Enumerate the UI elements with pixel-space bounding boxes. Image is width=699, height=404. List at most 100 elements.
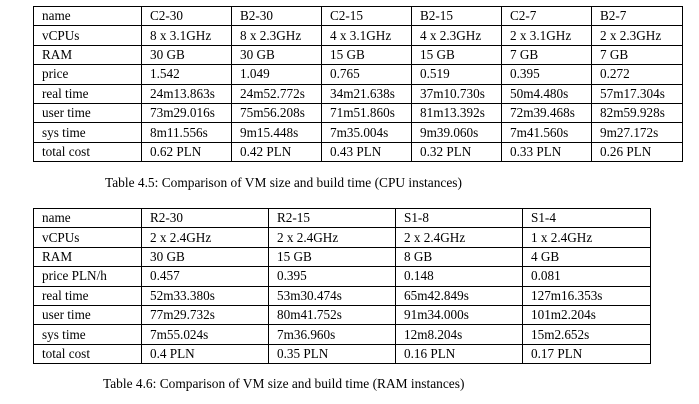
table-cell: 57m17.304s <box>591 83 683 104</box>
table-cell: 0.43 PLN <box>321 141 412 163</box>
row-label-cell: sys time <box>33 122 142 143</box>
table-caption-cpu: Table 4.5: Comparison of VM size and bui… <box>105 175 462 190</box>
table-cell: 81m13.392s <box>411 102 502 124</box>
row-label-cell: total cost <box>33 343 142 365</box>
table-cell: 0.519 <box>411 64 502 85</box>
table-cell: 2 x 3.1GHz <box>501 25 592 46</box>
table-cell: 0.148 <box>395 266 523 287</box>
table-cell: 8 x 2.3GHz <box>231 25 322 46</box>
table-cell: 37m10.730s <box>411 83 502 104</box>
row-label-cell: user time <box>33 304 142 326</box>
header-cell: C2-15 <box>321 5 412 27</box>
table-cell: 0.33 PLN <box>501 141 592 163</box>
ram-instances-table: name R2-30 R2-15 S1-8 S1-4 vCPUs 2 x 2.4GHz 2 x… <box>33 207 651 365</box>
table-cell: 34m21.638s <box>321 83 412 104</box>
row-label-cell: real time <box>33 83 142 104</box>
table-row: real time 24m13.863s 24m52.772s 34m21.638s 3… <box>33 83 683 104</box>
table-cell: 15 GB <box>321 44 412 66</box>
header-cell: B2-30 <box>231 5 322 27</box>
table-cell: 0.457 <box>141 266 269 287</box>
table-row: vCPUs 2 x 2.4GHz 2 x 2.4GHz 2 x 2.4GHz 1 x 2… <box>33 227 651 248</box>
row-label-cell: RAM <box>33 44 142 66</box>
table-cell: 7m55.024s <box>141 324 269 345</box>
table-cell: 7 GB <box>501 44 592 66</box>
table-row: RAM 30 GB 15 GB 8 GB 4 GB <box>33 246 651 268</box>
table-cell: 1.542 <box>141 64 232 85</box>
table-cell: 2 x 2.4GHz <box>268 227 396 248</box>
table-cell: 8m11.556s <box>141 122 232 143</box>
table-row: price PLN/h 0.457 0.395 0.148 0.081 <box>33 266 651 287</box>
table-row: real time 52m33.380s 53m30.474s 65m42.849s 1… <box>33 285 651 306</box>
table-cell: 0.395 <box>501 64 592 85</box>
table-cell: 91m34.000s <box>395 304 523 326</box>
row-label-cell: vCPUs <box>33 227 142 248</box>
table-cell: 7m41.560s <box>501 122 592 143</box>
table-cell: 52m33.380s <box>141 285 269 306</box>
table-cell: 0.081 <box>522 266 651 287</box>
table-cell: 0.62 PLN <box>141 141 232 163</box>
table-row: vCPUs 8 x 3.1GHz 8 x 2.3GHz 4 x 3.1GHz 4 x 2… <box>33 25 683 46</box>
table-cell: 24m13.863s <box>141 83 232 104</box>
header-cell: name <box>33 5 142 27</box>
table-cell: 0.32 PLN <box>411 141 502 163</box>
table-cell: 0.272 <box>591 64 683 85</box>
table-caption-ram: Table 4.6: Comparison of VM size and bui… <box>103 376 465 391</box>
table-cell: 1.049 <box>231 64 322 85</box>
table-cell: 7 GB <box>591 44 683 66</box>
table-row: total cost 0.4 PLN 0.35 PLN 0.16 PLN 0.17 PL… <box>33 343 651 365</box>
table-cell: 0.4 PLN <box>141 343 269 365</box>
table-cell: 30 GB <box>141 44 232 66</box>
row-label-cell: vCPUs <box>33 25 142 46</box>
table-row: sys time 8m11.556s 9m15.448s 7m35.004s 9m39.… <box>33 122 683 143</box>
table-cell: 0.765 <box>321 64 412 85</box>
table-cell: 65m42.849s <box>395 285 523 306</box>
header-cell: C2-7 <box>501 5 592 27</box>
table-row: price 1.542 1.049 0.765 0.519 0.395 0.272 <box>33 64 683 85</box>
table-cell: 77m29.732s <box>141 304 269 326</box>
table-cell: 101m2.204s <box>522 304 651 326</box>
table-cell: 0.35 PLN <box>268 343 396 365</box>
table-cell: 2 x 2.4GHz <box>141 227 269 248</box>
row-label-cell: sys time <box>33 324 142 345</box>
table-cell: 7m36.960s <box>268 324 396 345</box>
table-cell: 4 GB <box>522 246 651 268</box>
table-cell: 82m59.928s <box>591 102 683 124</box>
table-row: user time 77m29.732s 80m41.752s 91m34.000s 1… <box>33 304 651 326</box>
header-cell: B2-15 <box>411 5 502 27</box>
header-cell: R2-15 <box>268 207 396 229</box>
table-row: sys time 7m55.024s 7m36.960s 12m8.204s 15m2.… <box>33 324 651 345</box>
table-cell: 75m56.208s <box>231 102 322 124</box>
table-cell: 7m35.004s <box>321 122 412 143</box>
table-cell: 8 x 3.1GHz <box>141 25 232 46</box>
table-cell: 12m8.204s <box>395 324 523 345</box>
table-cell: 73m29.016s <box>141 102 232 124</box>
table-cell: 50m4.480s <box>501 83 592 104</box>
row-label-cell: user time <box>33 102 142 124</box>
header-cell: C2-30 <box>141 5 232 27</box>
table-cell: 2 x 2.3GHz <box>591 25 683 46</box>
table-cell: 0.395 <box>268 266 396 287</box>
row-label-cell: price PLN/h <box>33 266 142 287</box>
table-cell: 127m16.353s <box>522 285 651 306</box>
table-cell: 80m41.752s <box>268 304 396 326</box>
table-cell: 15m2.652s <box>522 324 651 345</box>
header-row: name C2-30 B2-30 C2-15 B2-15 C2-7 B2-7 <box>33 5 683 27</box>
table-cell: 1 x 2.4GHz <box>522 227 651 248</box>
header-cell: name <box>33 207 142 229</box>
cpu-instances-table: name C2-30 B2-30 C2-15 B2-15 C2-7 B2-7 vCPUs 8 x… <box>33 5 683 163</box>
table-cell: 30 GB <box>231 44 322 66</box>
header-cell: B2-7 <box>591 5 683 27</box>
table-row: user time 73m29.016s 75m56.208s 71m51.860s 8… <box>33 102 683 124</box>
table-cell: 15 GB <box>411 44 502 66</box>
row-label-cell: price <box>33 64 142 85</box>
table-cell: 8 GB <box>395 246 523 268</box>
table-cell: 0.42 PLN <box>231 141 322 163</box>
table-cell: 0.26 PLN <box>591 141 683 163</box>
table-cell: 53m30.474s <box>268 285 396 306</box>
table-cell: 15 GB <box>268 246 396 268</box>
table-cell: 4 x 2.3GHz <box>411 25 502 46</box>
table-row: RAM 30 GB 30 GB 15 GB 15 GB 7 GB 7 GB <box>33 44 683 66</box>
table-cell: 71m51.860s <box>321 102 412 124</box>
table-row: total cost 0.62 PLN 0.42 PLN 0.43 PLN 0.32 P… <box>33 141 683 163</box>
header-cell: S1-4 <box>522 207 651 229</box>
